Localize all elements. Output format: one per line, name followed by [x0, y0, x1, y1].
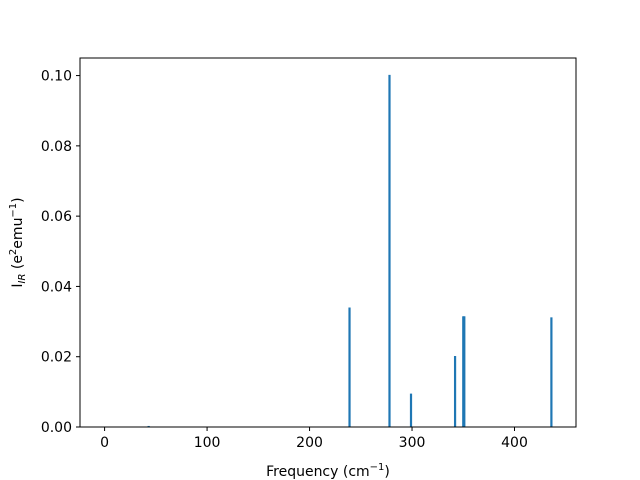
bar — [550, 317, 553, 427]
bars-group — [147, 74, 553, 428]
x-tick-label: 100 — [194, 435, 221, 451]
y-tick-label: 0.10 — [41, 69, 72, 85]
y-axis-ticks: 0.00 0.02 0.04 0.06 0.08 0.10 — [41, 69, 80, 436]
x-tick-label: 400 — [501, 435, 528, 451]
x-axis-ticks: 0 100 200 300 400 — [100, 427, 528, 451]
y-tick-label: 0.00 — [41, 420, 72, 436]
y-axis-label: IIR (e2emu−1) — [8, 197, 28, 287]
y-tick-label: 0.02 — [41, 350, 72, 366]
x-tick-label: 300 — [399, 435, 426, 451]
bar — [453, 356, 457, 427]
y-tick-label: 0.06 — [41, 209, 72, 225]
y-tick-label: 0.08 — [41, 139, 72, 155]
bar — [388, 74, 391, 428]
bar — [409, 393, 413, 427]
bar — [348, 307, 351, 427]
plot-frame — [79, 57, 577, 428]
x-tick-label: 200 — [296, 435, 323, 451]
x-tick-label: 0 — [100, 435, 109, 451]
x-axis-label: Frequency (cm−1) — [266, 462, 390, 480]
bar — [463, 316, 466, 427]
bar — [147, 425, 150, 427]
y-tick-label: 0.04 — [41, 279, 72, 295]
